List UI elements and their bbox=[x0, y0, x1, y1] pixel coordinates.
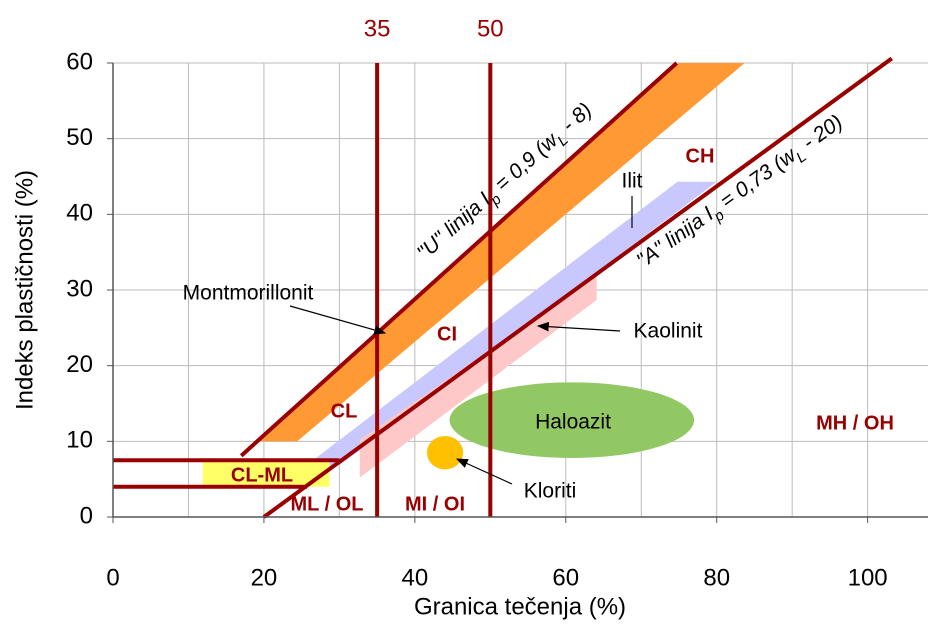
y-tick-label: 20 bbox=[66, 351, 93, 378]
annotation-arrow bbox=[289, 305, 387, 335]
y-axis-title: Indeks plastičnosti (%) bbox=[11, 170, 38, 410]
band bbox=[300, 181, 717, 471]
region-label: CI bbox=[437, 323, 457, 345]
x-tick-label: 0 bbox=[106, 564, 119, 591]
region-label: MI / OI bbox=[405, 493, 465, 515]
x-axis-title: Granica tečenja (%) bbox=[414, 593, 626, 620]
x-tick-label: 40 bbox=[402, 564, 429, 591]
vertical-line-label: 50 bbox=[477, 15, 504, 42]
line bbox=[239, 61, 679, 458]
line-label-part: - 20) bbox=[793, 110, 846, 157]
y-tick-label: 40 bbox=[66, 200, 93, 227]
annotation: Haloazit bbox=[535, 411, 611, 434]
region-label: CL bbox=[331, 400, 358, 422]
x-tick-label: 20 bbox=[251, 564, 278, 591]
line bbox=[262, 56, 893, 519]
band bbox=[260, 63, 745, 442]
y-tick-label: 0 bbox=[80, 502, 93, 529]
annotation-arrow bbox=[455, 458, 513, 485]
annotation-arrow bbox=[536, 321, 621, 332]
y-tick-label: 30 bbox=[66, 275, 93, 302]
y-tick-label: 60 bbox=[66, 48, 93, 75]
x-tick-label: 60 bbox=[552, 564, 579, 591]
region-label: CL-ML bbox=[231, 464, 293, 486]
annotation: Montmorillonit bbox=[183, 282, 314, 305]
y-tick-label: 50 bbox=[66, 124, 93, 151]
region-label: MH / OH bbox=[816, 412, 894, 434]
band bbox=[202, 460, 330, 487]
x-tick-label: 80 bbox=[703, 564, 730, 591]
region-label: CH bbox=[686, 145, 715, 167]
annotation: Kaolinit bbox=[634, 320, 703, 343]
annotation: Kloriti bbox=[524, 480, 577, 503]
ellipse bbox=[449, 382, 695, 458]
y-tick-label: 10 bbox=[66, 427, 93, 454]
vertical-line-label: 35 bbox=[364, 15, 391, 42]
region-label: ML / OL bbox=[291, 493, 364, 515]
x-tick-label: 100 bbox=[848, 564, 888, 591]
annotation: Ilit bbox=[622, 170, 643, 193]
ellipse bbox=[426, 436, 464, 470]
